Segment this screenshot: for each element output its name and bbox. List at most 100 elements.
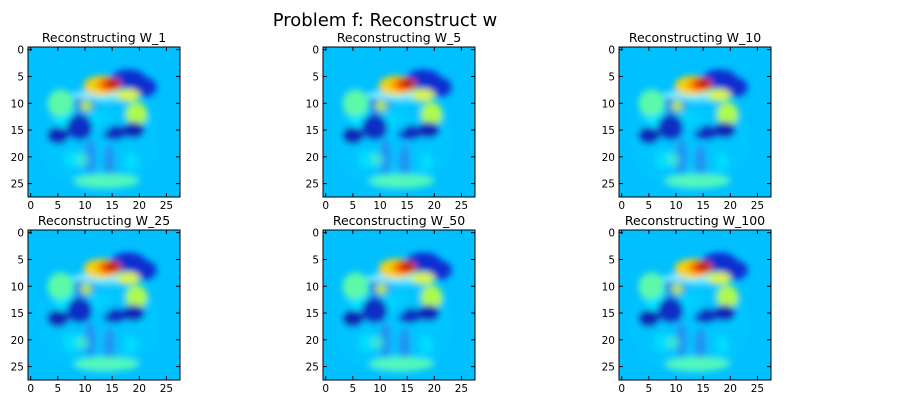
- heatmap-blob: [125, 102, 148, 126]
- heatmap-blob: [665, 173, 731, 188]
- heatmap-blob: [342, 89, 369, 118]
- heatmap-blob: [398, 326, 411, 364]
- x-tick-label: 5: [350, 200, 357, 212]
- heatmap-blob: [66, 114, 93, 141]
- heatmap-blob: [342, 272, 369, 301]
- x-tick-label: 0: [618, 383, 625, 395]
- x-tick-label: 15: [105, 383, 118, 395]
- heatmap-blob: [398, 143, 411, 181]
- x-tick-label: 15: [105, 200, 118, 212]
- x-tick-label: 10: [373, 200, 386, 212]
- heatmap-blob: [342, 126, 364, 144]
- heatmap-blob: [707, 88, 732, 102]
- heatmap-blob: [638, 89, 665, 118]
- x-tick-label: 25: [455, 383, 468, 395]
- y-tick-label: 15: [306, 125, 319, 137]
- heatmap-image: [333, 69, 454, 192]
- y-tick-label: 5: [17, 71, 24, 83]
- panel-title: Reconstructing W_5: [337, 30, 461, 45]
- x-tick-label: 15: [400, 383, 413, 395]
- y-tick-label: 25: [306, 362, 319, 374]
- heatmap-blob: [110, 264, 118, 269]
- heatmap-blob: [75, 335, 89, 350]
- x-tick-label: 15: [400, 200, 413, 212]
- x-tick-label: 0: [27, 200, 34, 212]
- heatmap-blob: [74, 173, 140, 188]
- axes-frame: [618, 46, 772, 198]
- panel-title: Reconstructing W_10: [629, 30, 761, 45]
- heatmap-blob: [116, 88, 141, 102]
- x-tick-label: 10: [78, 383, 91, 395]
- figure-title: Problem f: Reconstruct w: [273, 10, 498, 31]
- heatmap-blob: [47, 126, 69, 144]
- x-tick-label: 25: [751, 200, 764, 212]
- heatmap-blob: [657, 297, 684, 324]
- y-tick-label: 15: [11, 125, 24, 137]
- heatmap-blob: [666, 335, 680, 350]
- x-tick-label: 25: [455, 200, 468, 212]
- heatmap-image: [333, 252, 454, 375]
- heatmap-blob: [66, 297, 93, 324]
- y-tick-label: 25: [602, 179, 615, 191]
- heatmap-image: [38, 252, 159, 375]
- heatmap-blob: [123, 305, 145, 322]
- y-tick-label: 5: [608, 254, 615, 266]
- y-tick-label: 0: [17, 228, 24, 240]
- y-tick-label: 0: [608, 45, 615, 57]
- heatmap-blob: [670, 100, 684, 112]
- heatmap-blob: [420, 285, 443, 309]
- heatmap-blob: [715, 152, 730, 172]
- x-tick-label: 25: [751, 383, 764, 395]
- heatmap-blob: [420, 102, 443, 126]
- heatmap-blob: [701, 81, 709, 86]
- y-tick-label: 5: [312, 71, 319, 83]
- y-tick-label: 10: [306, 281, 319, 293]
- heatmap-blob: [701, 264, 709, 269]
- panel-title: Reconstructing W_100: [625, 213, 765, 228]
- axes-frame: [618, 229, 772, 381]
- x-tick-label: 20: [133, 383, 146, 395]
- x-tick-label: 5: [55, 200, 62, 212]
- y-tick-label: 0: [608, 228, 615, 240]
- x-tick-label: 0: [322, 383, 329, 395]
- heatmap-blob: [84, 321, 97, 359]
- heatmap-blob: [370, 152, 384, 167]
- heatmap-blob: [116, 271, 141, 285]
- x-tick-label: 0: [322, 200, 329, 212]
- y-tick-label: 20: [602, 152, 615, 164]
- heatmap-blob: [125, 285, 148, 309]
- x-tick-label: 25: [160, 200, 173, 212]
- heatmap-blob: [103, 143, 116, 181]
- y-tick-label: 10: [306, 98, 319, 110]
- heatmap-blob: [47, 272, 74, 301]
- heatmap-blob: [675, 321, 688, 359]
- heatmap-blob: [84, 138, 97, 176]
- panel-title: Reconstructing W_50: [333, 213, 465, 228]
- heatmap-blob: [688, 117, 702, 133]
- y-tick-label: 5: [312, 254, 319, 266]
- x-tick-label: 10: [373, 383, 386, 395]
- heatmap-blob: [79, 283, 93, 295]
- y-tick-label: 15: [602, 125, 615, 137]
- y-tick-label: 20: [11, 152, 24, 164]
- x-tick-label: 10: [669, 200, 682, 212]
- x-tick-label: 20: [428, 200, 441, 212]
- heatmap-blob: [124, 335, 139, 355]
- heatmap-blob: [714, 122, 736, 139]
- heatmap-blob: [110, 81, 118, 86]
- y-tick-label: 25: [602, 362, 615, 374]
- heatmap-blob: [103, 326, 116, 364]
- y-tick-label: 20: [602, 335, 615, 347]
- heatmap-blob: [374, 283, 388, 295]
- heatmap-blob: [657, 114, 684, 141]
- heatmap-image: [629, 252, 750, 375]
- x-tick-label: 20: [724, 200, 737, 212]
- heatmap-blob: [638, 126, 660, 144]
- axes-frame: [27, 46, 181, 198]
